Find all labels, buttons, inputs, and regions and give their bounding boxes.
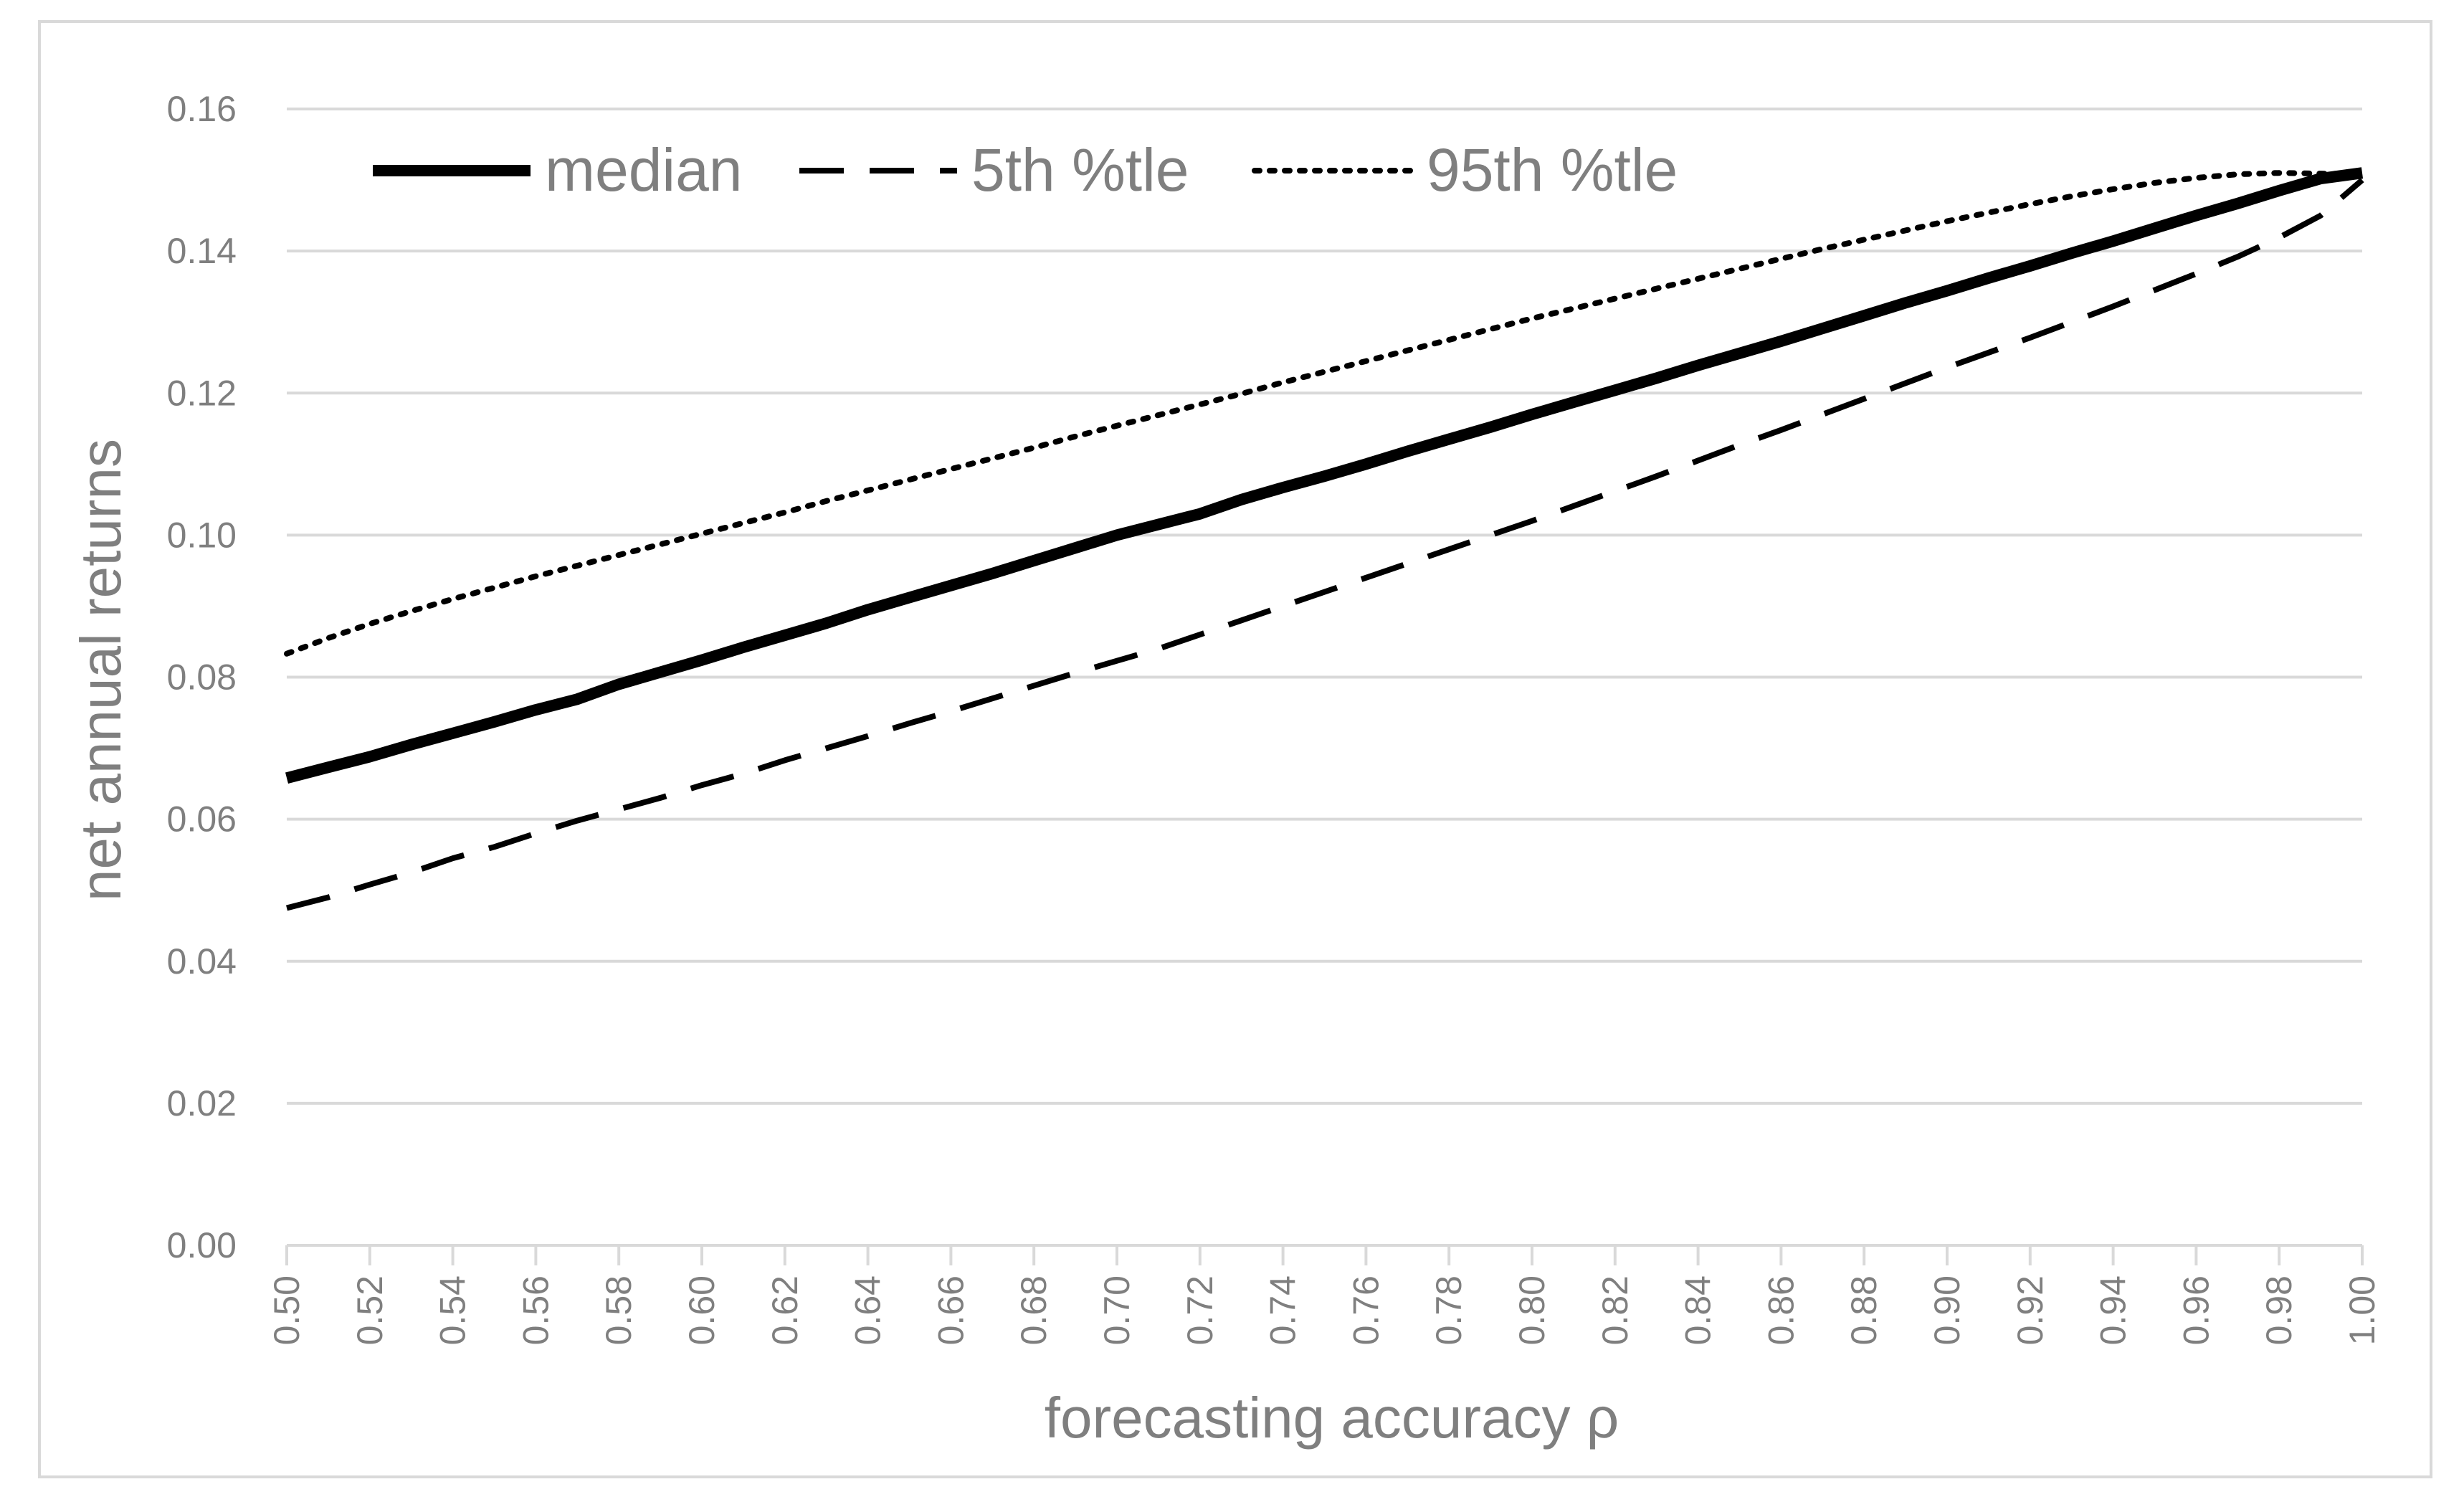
x-tick-label: 0.70 [1097,1275,1137,1345]
grid-lines [287,108,2362,1247]
series-line-0 [285,167,2364,784]
y-tick-label: 0.08 [167,657,237,698]
y-tick-label: 0.16 [167,89,237,129]
legend-label-2: 95th %tle [1427,136,1678,204]
x-tick-label: 0.54 [433,1275,473,1345]
x-tick-label: 0.64 [848,1275,888,1345]
x-tick-label: 0.84 [1678,1275,1718,1345]
x-tick-label: 0.80 [1512,1275,1552,1345]
x-tick-label: 0.86 [1761,1275,1801,1345]
x-tick-label: 0.52 [350,1275,390,1345]
x-tick-label: 0.92 [2010,1275,2050,1345]
legend: median 5th %tle 95th %tle [373,136,1678,204]
x-tick-label: 0.88 [1844,1275,1884,1345]
legend-label-1: 5th %tle [971,136,1189,204]
x-tick-label: 0.68 [1014,1275,1054,1345]
x-tick-label: 0.94 [2093,1275,2134,1345]
x-tick-label: 0.82 [1595,1275,1635,1345]
x-tick-label: 0.56 [515,1275,556,1345]
y-tick-label: 0.06 [167,799,237,840]
x-tick-label: 0.58 [599,1275,639,1345]
y-axis-ticks: 0.00 0.02 0.04 0.06 0.08 0.10 0.12 0.14 0.16 [167,89,237,1265]
y-axis-title: net annual returns [69,439,133,901]
x-tick-label: 0.76 [1346,1275,1386,1345]
series-line-1 [286,178,2364,911]
series-lines [284,167,2365,911]
x-tick-label: 0.96 [2176,1275,2216,1345]
y-tick-label: 0.00 [167,1225,237,1265]
series-line-2 [284,170,2365,657]
y-tick-label: 0.10 [167,515,237,555]
x-axis-title: forecasting accuracy ρ [1045,1386,1619,1450]
y-tick-label: 0.04 [167,941,237,981]
x-tick-label: 0.50 [267,1275,307,1345]
y-tick-label: 0.02 [167,1083,237,1123]
x-tick-label: 0.60 [682,1275,722,1345]
x-tick-label: 0.62 [765,1275,805,1345]
legend-label-0: median [545,136,743,204]
x-tick-label: 0.72 [1180,1275,1220,1345]
x-axis-ticks: 0.50 0.52 0.54 0.56 0.58 0.60 0.62 0.64 0.66 0.68… [267,1245,2382,1345]
x-tick-label: 0.90 [1927,1275,1967,1345]
x-tick-label: 0.98 [2259,1275,2299,1345]
y-tick-label: 0.12 [167,373,237,413]
x-tick-label: 0.74 [1263,1275,1303,1345]
x-tick-label: 1.00 [2342,1275,2382,1345]
y-tick-label: 0.14 [167,231,237,271]
x-tick-label: 0.66 [931,1275,971,1345]
x-tick-label: 0.78 [1429,1275,1469,1345]
